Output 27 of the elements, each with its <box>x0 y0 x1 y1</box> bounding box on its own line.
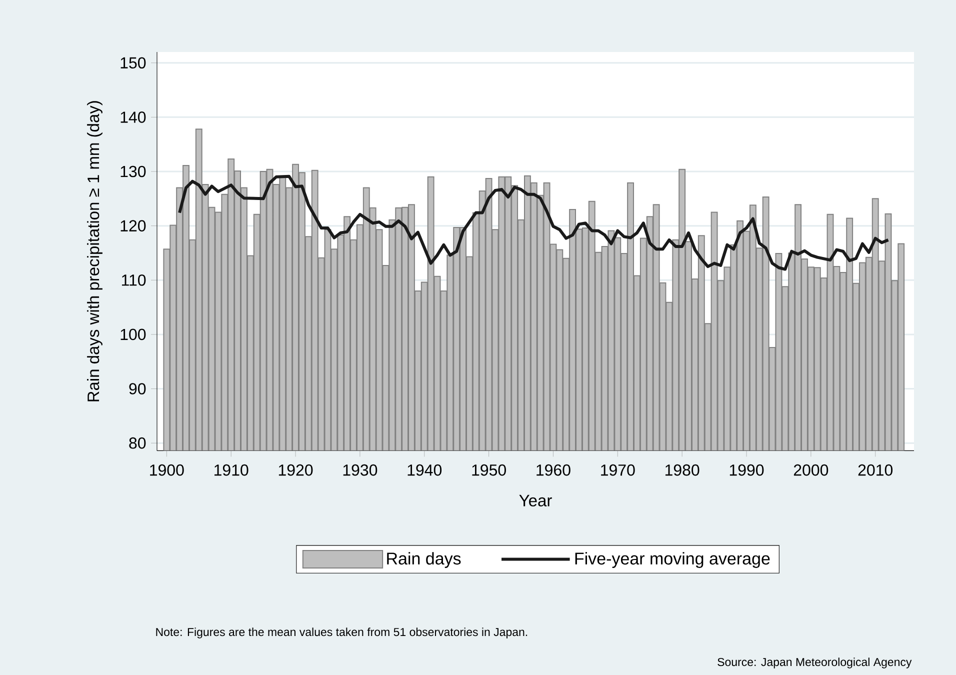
y-tick-label: 150 <box>120 57 146 69</box>
x-tick-label: 2000 <box>794 464 828 476</box>
x-tick-label: 2010 <box>858 464 893 476</box>
x-tick-label: 1980 <box>665 464 700 476</box>
y-tick-label: 80 <box>129 437 146 449</box>
line-series <box>178 174 890 271</box>
x-tick-label: 1970 <box>601 464 635 476</box>
x-tick-label: 1940 <box>408 464 442 476</box>
y-axis-title: Rain days with precipitation ≥ 1 mm (day) <box>87 101 102 402</box>
legend-label: Rain days <box>387 552 461 568</box>
x-tick-label: 1990 <box>730 464 764 476</box>
y-tick-label: 90 <box>129 383 146 394</box>
y-tick-label: 110 <box>122 274 146 286</box>
y-tick-label: 100 <box>120 328 146 340</box>
y-tick-label: 130 <box>120 166 146 178</box>
x-tick-label: 1910 <box>214 464 248 476</box>
x-tick-label: 1930 <box>343 464 378 476</box>
text: Note: Figures are the mean values taken from 51 observatories in Japan. <box>156 628 528 638</box>
y-tick-label: 140 <box>120 112 146 123</box>
y-tick-label: 120 <box>120 220 146 232</box>
x-axis-title: Year <box>519 494 552 506</box>
source-note: Source: Japan Meteorological Agency <box>718 658 912 668</box>
x-tick-label: 1920 <box>278 464 313 476</box>
x-tick-label: 1900 <box>150 464 184 476</box>
x-tick-label: 1960 <box>536 464 570 476</box>
x-tick-label: 1950 <box>472 464 506 476</box>
legend-label: Five-year moving average <box>575 552 770 568</box>
